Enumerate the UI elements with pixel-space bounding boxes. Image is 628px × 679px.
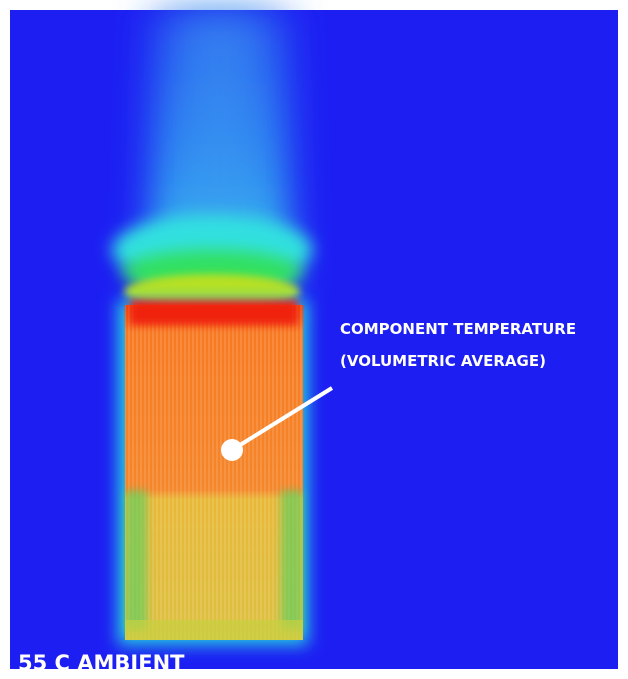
annotation-line: (VOLUMETRIC AVERAGE)	[340, 352, 546, 370]
annotation-line: COMPONENT TEMPERATURE	[340, 320, 576, 338]
page: COMPONENT TEMPERATURE (VOLUMETRIC AVERAG…	[0, 0, 628, 679]
probe-point	[221, 439, 243, 461]
component	[125, 300, 303, 640]
ambient-label: 55 C AMBIENT	[18, 651, 185, 675]
background	[10, 10, 618, 669]
thermal-plot: COMPONENT TEMPERATURE (VOLUMETRIC AVERAG…	[0, 0, 628, 679]
